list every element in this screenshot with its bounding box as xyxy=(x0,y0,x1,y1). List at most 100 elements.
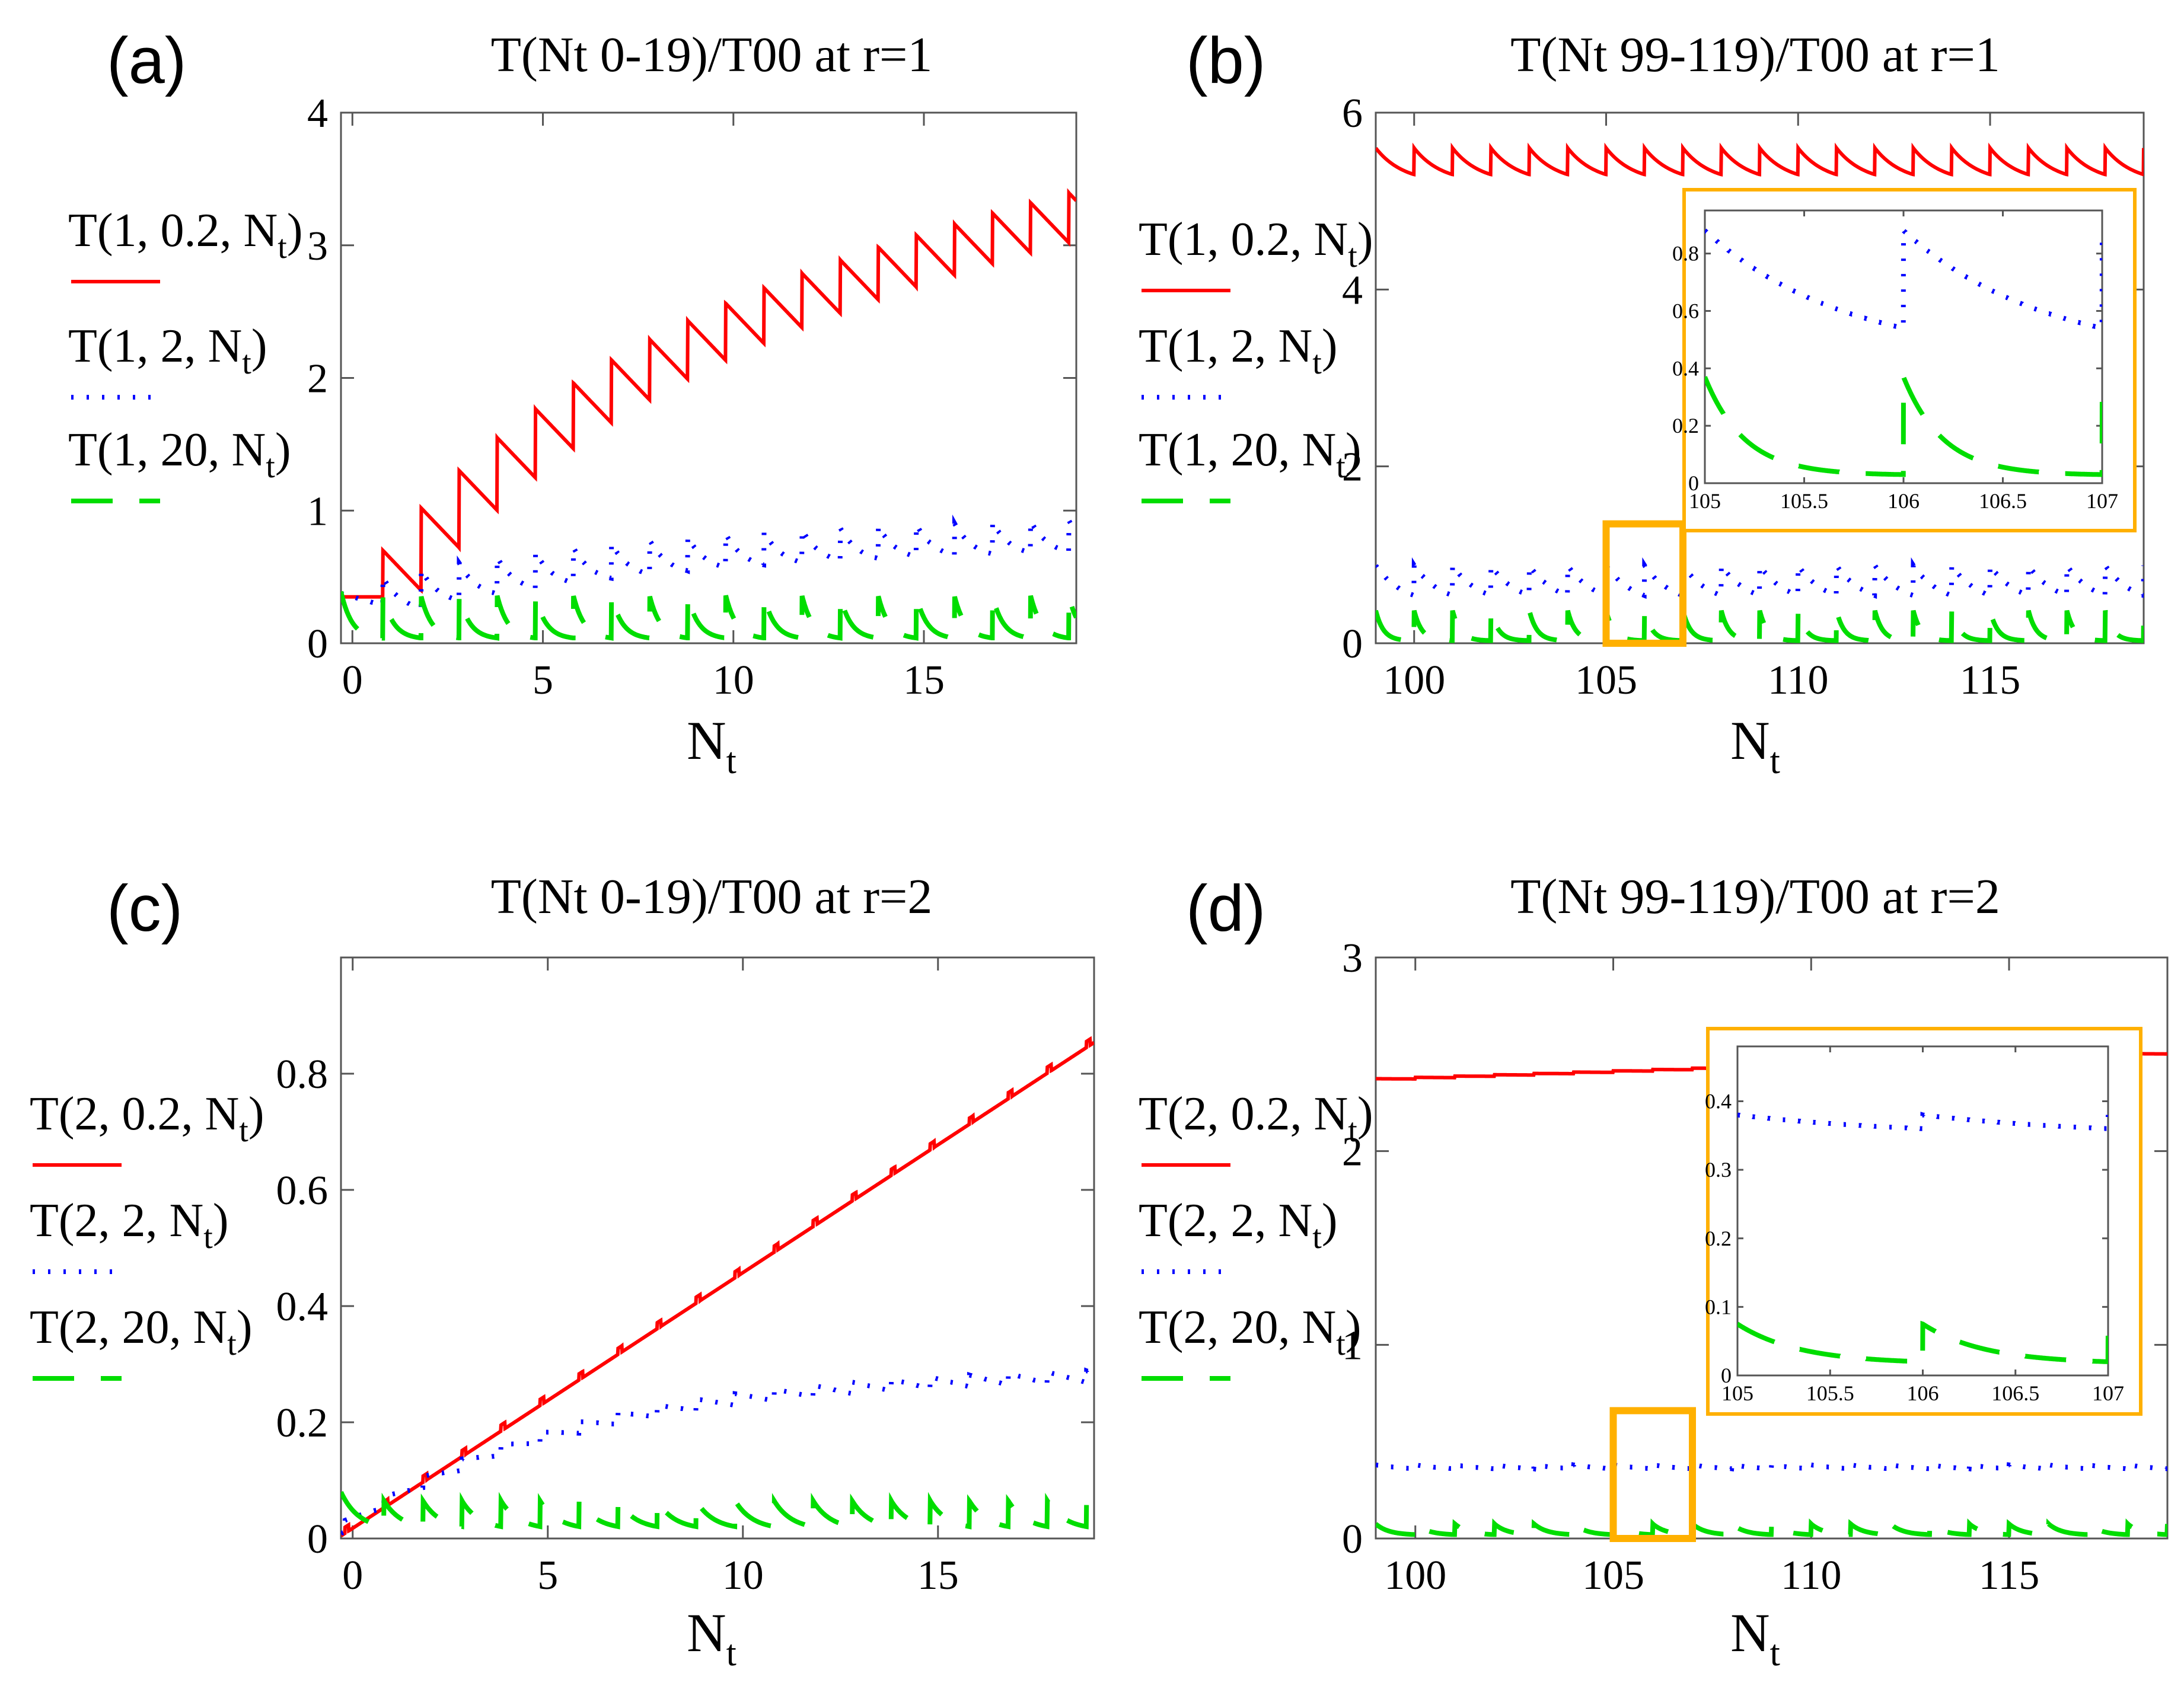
legend-label: T(1, 2, Nt) xyxy=(68,320,267,381)
zoom-highlight-box xyxy=(1602,520,1686,647)
axis-xtick-label: 0 xyxy=(342,1553,363,1598)
axis-ytick-label: 1 xyxy=(307,489,328,534)
legend-label-sub: t xyxy=(1312,344,1322,381)
x-axis-label-sub: t xyxy=(1770,741,1780,781)
series-line-3 xyxy=(1376,609,2144,643)
axis-xtick-label: 115 xyxy=(1979,1553,2039,1598)
legend-label-close: ) xyxy=(1322,320,1338,372)
axis-xtick-label: 15 xyxy=(903,657,945,703)
series-line-3 xyxy=(341,1490,1094,1530)
x-axis-label: Nt xyxy=(1730,1603,1780,1674)
axis-ytick-label: 4 xyxy=(307,91,328,136)
axis-xtick-label: 10 xyxy=(722,1553,764,1598)
legend-label-main: T(1, 20, N xyxy=(68,424,266,476)
x-axis-label-main: N xyxy=(1730,1603,1769,1663)
legend-label-main: T(2, 0.2, N xyxy=(1139,1088,1348,1140)
inset-axis-ytick-label: 0.2 xyxy=(1672,414,1699,438)
x-axis-label-main: N xyxy=(687,1603,726,1663)
legend-entry: T(1, 0.2, Nt) xyxy=(68,205,302,283)
axis-xtick-label: 110 xyxy=(1768,657,1828,703)
inset: 105 105.5 106 106.5 107 0 0.2 0.4 0.6 0.8 xyxy=(1672,188,2137,532)
legend-label-main: T(1, 0.2, N xyxy=(68,205,278,257)
inset-axis-ytick-label: 0.2 xyxy=(1705,1227,1732,1250)
legend-label: T(2, 2, Nt) xyxy=(30,1195,228,1256)
legend-label-close: ) xyxy=(213,1195,229,1247)
axis-ytick-label: 2 xyxy=(1342,445,1363,490)
panel-label: (b) xyxy=(1186,24,1265,97)
axis-frame xyxy=(1375,111,2145,644)
inset-frame xyxy=(1682,188,2137,532)
inset-axis-xtick-label: 105.5 xyxy=(1806,1381,1854,1405)
panel-c: (c) T(Nt 0-19)/T00 at r=2 0 5 10 15 0 0.2 0.4 0.6… xyxy=(30,869,1095,1674)
legend-label-main: T(2, 20, N xyxy=(30,1301,227,1354)
axis-ytick-label: 0.8 xyxy=(276,1052,329,1097)
legend-label-sub: t xyxy=(1312,1219,1322,1256)
series-line-1 xyxy=(1376,142,2144,177)
legend-label: T(2, 0.2, Nt) xyxy=(30,1088,264,1149)
inset-axis-ytick-label: 0.1 xyxy=(1705,1295,1732,1319)
inset-series-line-3 xyxy=(1705,376,2102,477)
legend-label-close: ) xyxy=(237,1301,253,1354)
legend-label: T(1, 0.2, Nt) xyxy=(68,205,302,266)
legend-label: T(2, 2, Nt) xyxy=(1139,1195,1337,1256)
inset-axis-ytick-label: 0.8 xyxy=(1672,242,1699,266)
legend-label: T(1, 0.2, Nt) xyxy=(1139,213,1373,274)
legend-entry: T(2, 20, Nt) xyxy=(1139,1301,1361,1381)
panel-label: (d) xyxy=(1186,872,1265,945)
chart-title: T(Nt 0-19)/T00 at r=1 xyxy=(491,27,933,82)
legend-label-main: T(2, 2, N xyxy=(1139,1195,1312,1247)
inset-axis-xtick-label: 106.5 xyxy=(1979,489,2027,513)
series-line-2 xyxy=(1376,1462,2167,1472)
inset-axis-ytick-label: 0.3 xyxy=(1705,1158,1732,1182)
series-line-1 xyxy=(341,1036,1094,1538)
axis-ytick-label: 0.2 xyxy=(276,1400,329,1446)
axis-ytick-label: 2 xyxy=(1342,1129,1363,1175)
legend-label-close: ) xyxy=(1346,424,1362,476)
inset-series-line-3 xyxy=(1737,1320,2108,1364)
inset-axis-ytick-label: 0.4 xyxy=(1672,356,1699,380)
inset-axis-xtick-label: 105 xyxy=(1721,1381,1753,1405)
series-line-3 xyxy=(341,590,1076,641)
axis-xtick-label: 110 xyxy=(1781,1553,1841,1598)
legend-label-sub: t xyxy=(266,448,275,485)
legend-label-close: ) xyxy=(275,424,291,476)
inset-series-line-2 xyxy=(1705,226,2102,332)
legend-label-main: T(1, 2, N xyxy=(1139,320,1312,372)
inset-series-line-2 xyxy=(1737,1112,2108,1131)
axis-ytick-label: 0.4 xyxy=(276,1284,329,1330)
legend-entry: T(1, 2, Nt) xyxy=(1139,320,1338,400)
axis-xtick-label: 115 xyxy=(1960,657,2020,703)
legend-label-main: T(1, 0.2, N xyxy=(1139,213,1348,266)
panel-a: (a) T(Nt 0-19)/T00 at r=10 5 10 1501234NtT(1… xyxy=(68,24,1077,781)
legend-entry: T(2, 20, Nt) xyxy=(30,1301,253,1381)
legend-label-close: ) xyxy=(1357,1088,1373,1140)
legend-label-sub: t xyxy=(1348,238,1357,274)
legend-entry: T(2, 2, Nt) xyxy=(30,1195,228,1274)
legend-label-sub: t xyxy=(239,1112,248,1149)
axis-xtick-label: 100 xyxy=(1383,657,1445,703)
inset-axis-ytick-label: 0 xyxy=(1688,471,1699,495)
series-line-3 xyxy=(1376,1518,2167,1537)
legend-label-sub: t xyxy=(203,1219,213,1256)
inset-axis-ytick-label: 0.6 xyxy=(1672,299,1699,323)
chart-title: T(Nt 99-119)/T00 at r=1 xyxy=(1510,27,2000,82)
axis-xtick-label: 10 xyxy=(713,657,754,703)
axis-ytick-label: 0 xyxy=(1342,621,1363,667)
x-axis-label-sub: t xyxy=(726,1633,736,1674)
legend-entry: T(2, 2, Nt) xyxy=(1139,1195,1337,1274)
legend-label-close: ) xyxy=(248,1088,264,1140)
legend-label-close: ) xyxy=(1322,1195,1338,1247)
legend-label: T(2, 0.2, Nt) xyxy=(1139,1088,1373,1149)
legend-entry: T(2, 0.2, Nt) xyxy=(30,1088,264,1167)
series-line-2 xyxy=(1376,557,2144,599)
x-axis-label-main: N xyxy=(1730,710,1769,771)
x-axis-label-sub: t xyxy=(726,741,736,781)
legend-entry: T(1, 0.2, Nt) xyxy=(1139,213,1373,292)
axis-xtick-label: 105 xyxy=(1575,657,1637,703)
series-line-2 xyxy=(341,1367,1094,1536)
axis-ytick-label: 3 xyxy=(1342,936,1363,981)
legend-entry: T(1, 20, Nt) xyxy=(1139,424,1362,503)
chart-title: T(Nt 0-19)/T00 at r=2 xyxy=(491,869,933,924)
